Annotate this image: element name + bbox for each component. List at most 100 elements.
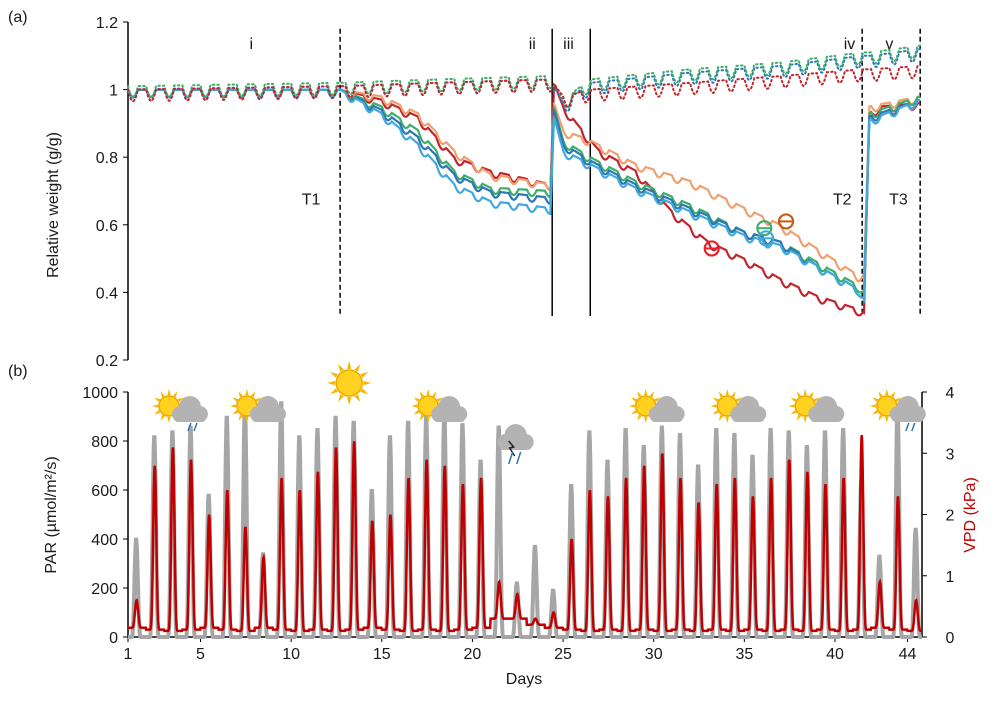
sun-ray	[790, 397, 797, 402]
rain-drop	[905, 422, 910, 432]
sun-ray	[413, 397, 420, 402]
sun-ray	[731, 391, 736, 398]
sun-ray	[788, 404, 795, 408]
panel-b-xtick-label: 30	[645, 646, 663, 663]
panel-b-y2tick-label: 4	[946, 385, 955, 402]
panel-a-ytick-label: 0.4	[96, 285, 118, 302]
sun-ray	[229, 404, 236, 408]
sun-ray	[160, 391, 165, 398]
sun-ray	[232, 410, 239, 415]
phase-label: ii	[529, 36, 536, 53]
sun-ray	[803, 389, 807, 396]
cloud	[249, 396, 286, 422]
sun-ray	[151, 404, 159, 408]
rain-drop	[911, 422, 916, 432]
panel-a-label: (a)	[8, 9, 28, 26]
cloud	[889, 396, 926, 422]
sun-ray	[167, 389, 171, 396]
panel-b-xlabel: Days	[506, 671, 542, 688]
phase-label: v	[885, 36, 893, 53]
cloud	[648, 396, 685, 422]
panel-b-xtick-label: 40	[826, 646, 844, 663]
sun-cloud-icon	[628, 389, 685, 423]
panel-a-ylabel: Relative weight (g/g)	[45, 132, 62, 278]
sun-disc	[335, 369, 363, 397]
cloud	[808, 396, 845, 422]
panel-b-y2label: VPD (kPa)	[962, 477, 979, 553]
panel-b-xtick-label: 20	[464, 646, 482, 663]
panel-b-ytick-label: 400	[91, 532, 118, 549]
sun-ray	[426, 416, 430, 423]
thunderstorm-icon	[497, 424, 534, 465]
control-series-line	[127, 44, 922, 110]
sun-ray	[347, 397, 352, 406]
sun-ray	[890, 391, 896, 398]
sun-ray	[330, 371, 338, 378]
sun	[327, 360, 372, 406]
panel-b-xtick-label: 10	[282, 646, 300, 663]
treatment-label: T1	[302, 192, 321, 209]
sun-ray	[878, 414, 883, 421]
sun-ray	[872, 410, 879, 415]
sun-ray	[628, 404, 635, 408]
sun-ray	[878, 391, 883, 398]
sun-ray	[354, 394, 361, 403]
treatment-series-line	[126, 88, 921, 283]
sun-ray	[644, 416, 648, 423]
panel-b-y2tick-label: 1	[946, 569, 955, 586]
panel-b-xtick-label: 25	[554, 646, 572, 663]
sun-ray	[245, 389, 249, 396]
treatment-label: T2	[833, 192, 852, 209]
rain-drop	[507, 451, 514, 465]
sun-ray	[885, 416, 889, 423]
sun-ray	[154, 410, 161, 415]
sun-icon	[327, 360, 372, 406]
sun-ray	[885, 389, 889, 396]
sun-ray	[413, 410, 420, 415]
panel-a-ytick-label: 0.6	[96, 218, 118, 235]
cloud-base	[433, 413, 466, 422]
sun-ray	[363, 380, 372, 386]
sun-ray	[426, 389, 430, 396]
panel-a-ytick-label: 1	[109, 83, 118, 100]
sun-ray	[710, 404, 717, 408]
panel-b-xtick-label: 15	[373, 646, 391, 663]
sun-ray	[173, 391, 178, 398]
panel-b-y2tick-label: 2	[946, 508, 955, 525]
sun-cloud-icon	[710, 389, 767, 423]
sun-ray	[895, 397, 902, 402]
sun-ray	[432, 391, 437, 398]
sun-ray	[803, 416, 807, 423]
panel-a-ytick-label: 0.8	[96, 150, 118, 167]
sun-ray	[177, 397, 184, 402]
phase-label: i	[249, 36, 253, 53]
sun-ray	[327, 380, 335, 386]
panel-a-ytick-label: 0.2	[96, 353, 118, 370]
sun-ray	[232, 397, 239, 402]
phase-label: iv	[844, 36, 856, 53]
sun-cloud-rain-icon	[869, 389, 926, 432]
sun-ray	[250, 391, 256, 398]
sun-ray	[330, 388, 338, 395]
rain-drop	[515, 451, 522, 465]
sun-ray	[419, 414, 425, 421]
sun-ray	[411, 404, 418, 408]
sun-cloud-icon	[788, 389, 845, 423]
cloud-base	[891, 413, 924, 422]
sun-ray	[436, 397, 443, 402]
sun-ray	[872, 397, 879, 402]
sun-ray	[718, 414, 724, 421]
sun-ray	[154, 397, 161, 402]
sun-ray	[167, 416, 171, 423]
panel-b-ytick-label: 0	[109, 630, 118, 647]
sun-ray	[712, 397, 719, 402]
sun-ray	[238, 414, 243, 421]
cloud-base	[810, 413, 843, 422]
rain-drop	[187, 422, 192, 432]
cloud	[431, 396, 468, 422]
sun-ray	[725, 416, 729, 423]
sun-ray	[631, 410, 638, 415]
